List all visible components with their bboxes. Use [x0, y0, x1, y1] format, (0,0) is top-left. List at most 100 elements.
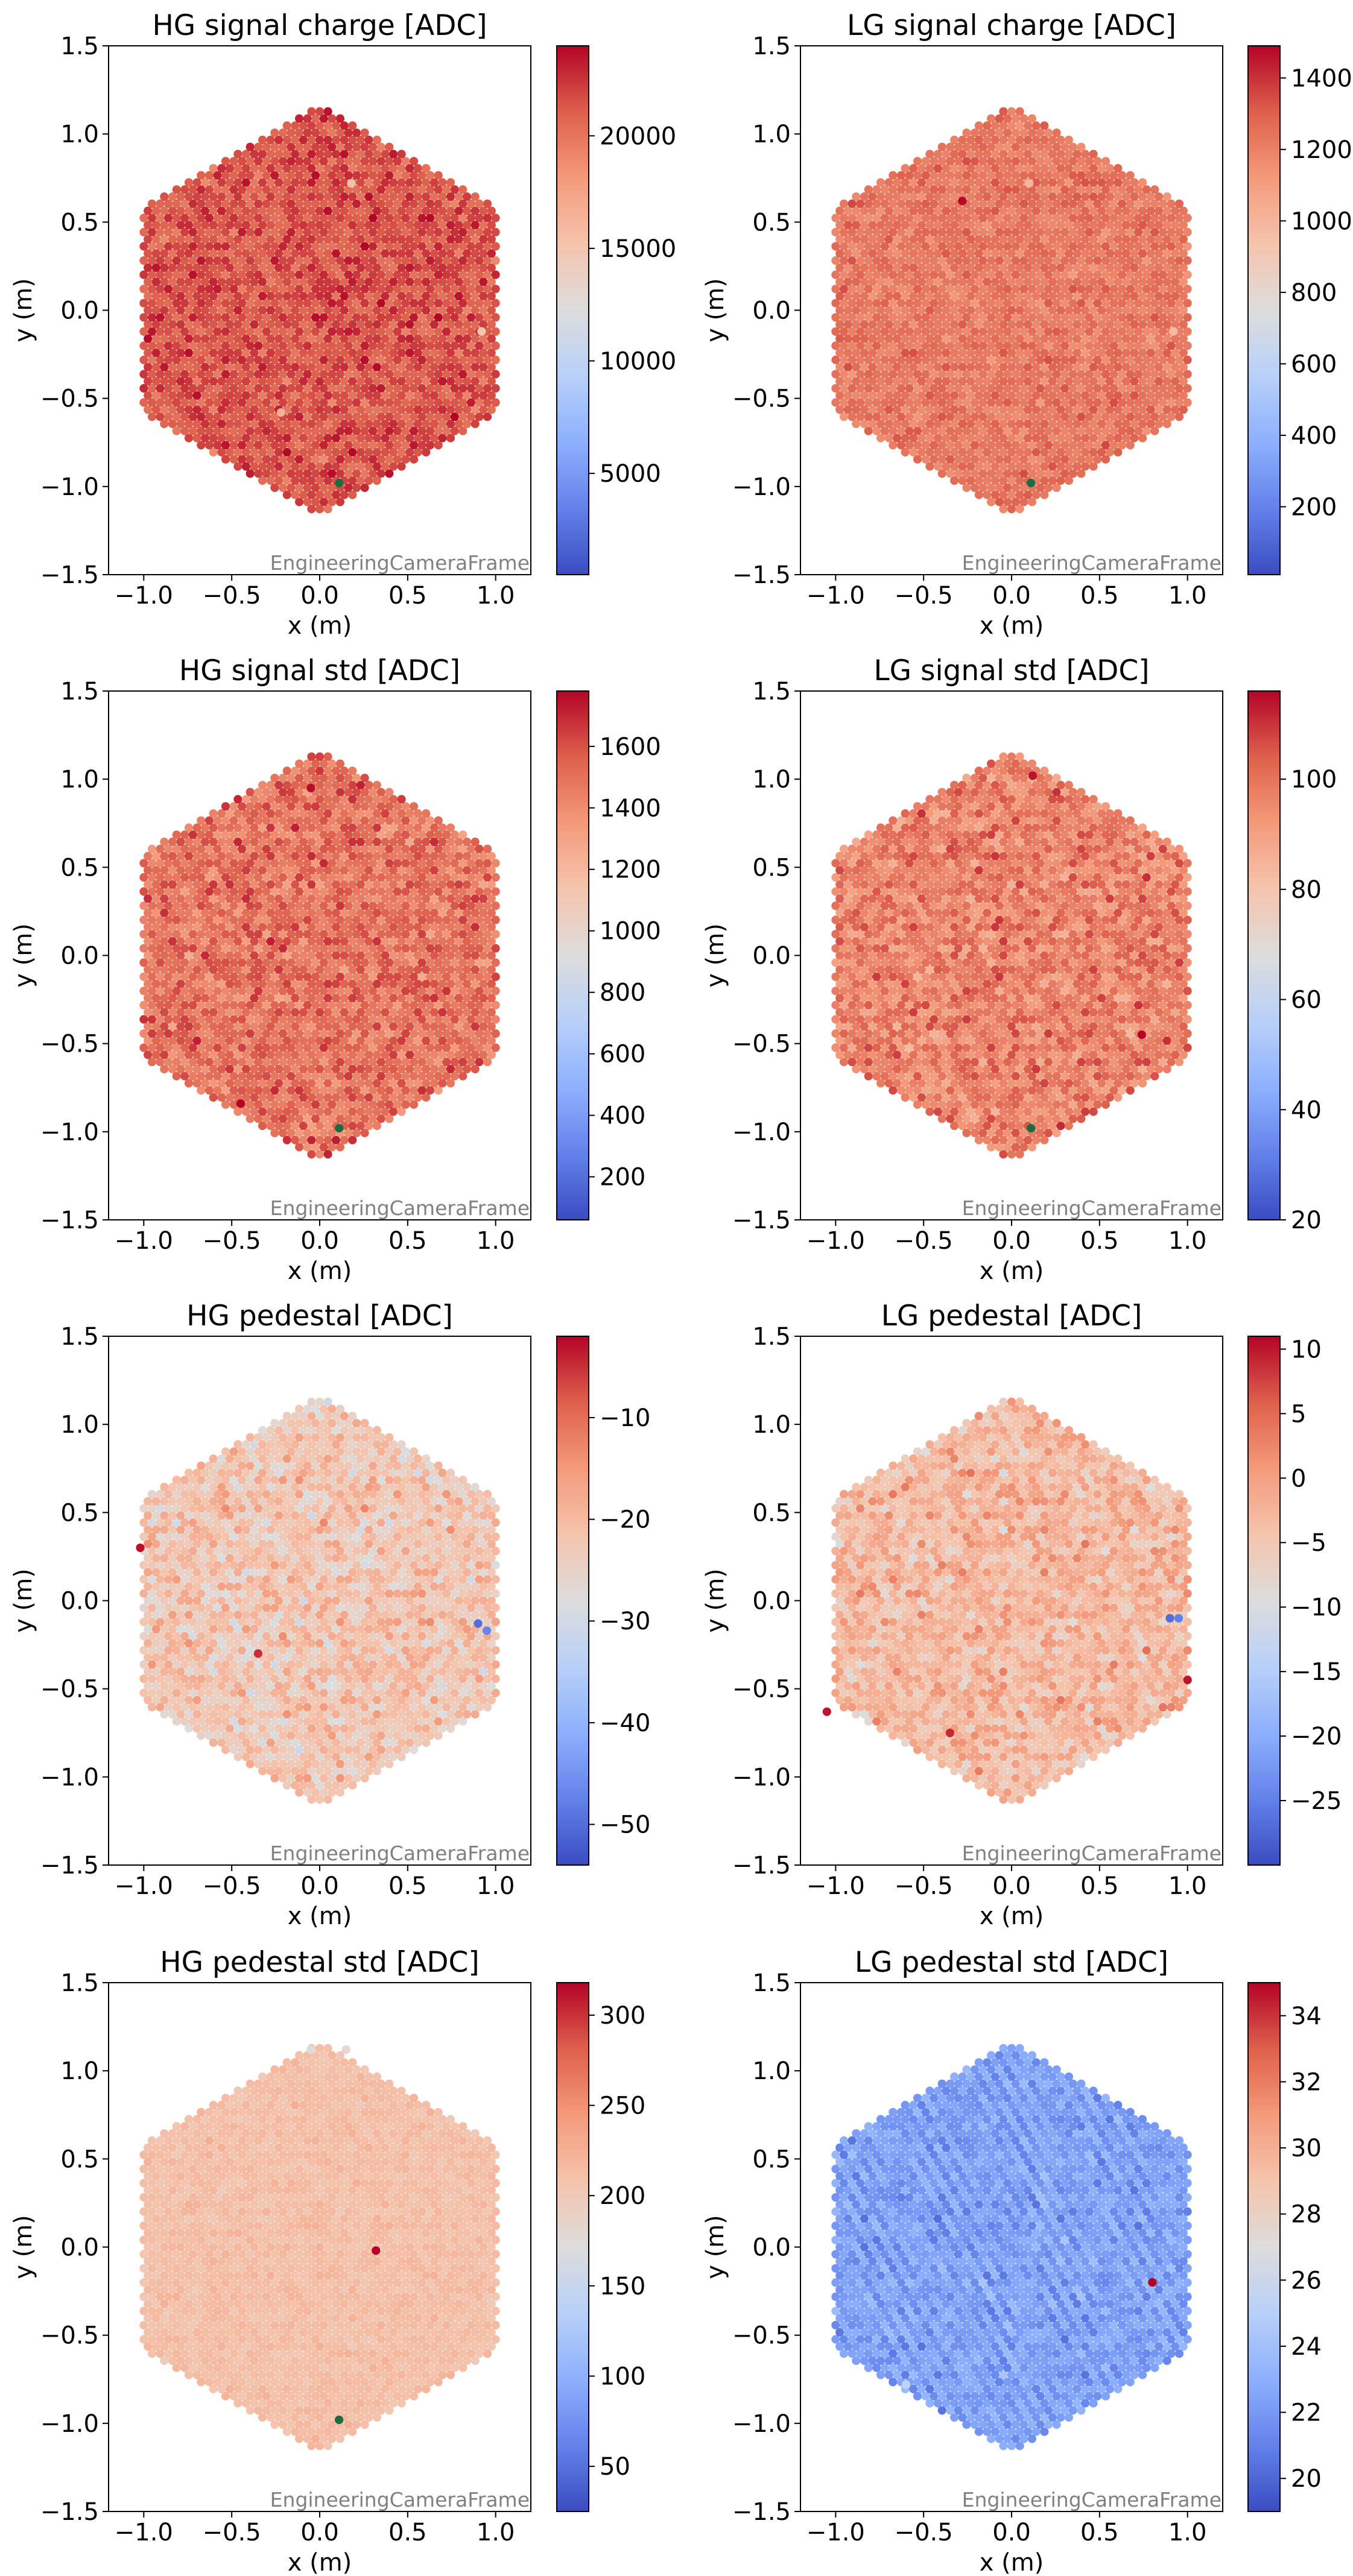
camera-pixel: [241, 334, 250, 343]
camera-pixel: [401, 441, 410, 450]
colorbar-tick-label: 400: [1291, 422, 1337, 450]
camera-pixel: [422, 164, 431, 173]
camera-pixel: [282, 349, 291, 358]
camera-pixel: [221, 355, 230, 365]
camera-pixel: [221, 412, 230, 421]
camera-pixel: [463, 362, 472, 371]
camera-pixel: [369, 426, 378, 435]
camera-pixel: [319, 469, 328, 478]
camera-pixel: [839, 199, 849, 208]
camera-pixel: [217, 306, 226, 315]
camera-pixel: [487, 306, 496, 315]
camera-pixel: [426, 398, 435, 407]
camera-pixel: [209, 320, 218, 329]
camera-pixel: [274, 377, 284, 386]
camera-pixel: [987, 114, 996, 123]
camera-pixel: [356, 320, 365, 329]
camera-pixel: [340, 349, 349, 358]
camera-pixel: [204, 355, 214, 365]
camera-pixel: [463, 320, 472, 329]
camera-pixel: [238, 355, 247, 365]
camera-pixel: [156, 313, 165, 322]
camera-pixel: [1126, 171, 1135, 180]
camera-pixel: [356, 362, 365, 371]
camera-pixel: [270, 441, 279, 450]
camera-pixel: [323, 377, 332, 386]
camera-pixel: [139, 341, 148, 350]
camera-pixel: [344, 370, 353, 379]
camera-pixel: [1015, 107, 1024, 116]
camera-pixel: [463, 334, 472, 343]
camera-pixel: [376, 441, 385, 450]
camera-pixel: [266, 447, 275, 457]
camera-pixel: [229, 355, 238, 365]
camera-pixel: [258, 306, 267, 315]
camera-pixel: [335, 114, 345, 123]
camera-pixel: [335, 412, 345, 421]
camera-pixel: [471, 334, 480, 343]
camera-pixel: [344, 298, 353, 308]
camera-pixel: [217, 419, 226, 429]
camera-pixel: [356, 419, 365, 429]
camera-pixel: [241, 462, 250, 471]
x-tick-label: 0.0: [300, 582, 339, 610]
camera-pixel: [188, 370, 197, 379]
camera-pixel: [335, 469, 345, 478]
camera-pixel: [483, 398, 492, 407]
camera-pixel: [282, 320, 291, 329]
camera-pixel: [442, 313, 451, 322]
camera-pixel: [299, 334, 308, 343]
y-axis-label: y (m): [702, 278, 729, 343]
camera-pixel: [335, 426, 345, 435]
camera-pixel: [233, 405, 242, 414]
camera-pixel: [328, 469, 337, 478]
camera-pixel: [147, 412, 157, 421]
x-axis-label: x (m): [288, 612, 352, 640]
camera-pixel: [311, 455, 320, 464]
camera-pixel: [422, 349, 431, 358]
camera-pixel: [197, 384, 206, 393]
camera-pixel: [344, 398, 353, 407]
camera-pixel: [974, 121, 983, 130]
camera-pixel: [332, 391, 341, 400]
camera-pixel: [184, 434, 194, 443]
camera-pixel: [372, 377, 382, 386]
camera-frame-label: EngineeringCameraFrame: [270, 551, 530, 575]
camera-pixel: [254, 441, 263, 450]
camera-pixel: [454, 362, 463, 371]
camera-pixel: [233, 291, 242, 301]
camera-pixel: [258, 391, 267, 400]
camera-pixel: [204, 370, 214, 379]
camera-pixel: [356, 349, 365, 358]
camera-pixel: [311, 355, 320, 365]
highlighted-pixel: [335, 478, 344, 488]
camera-pixel: [188, 384, 197, 393]
camera-pixel: [299, 362, 308, 371]
camera-pixel: [389, 419, 398, 429]
camera-pixel: [442, 327, 451, 336]
camera-pixel: [164, 370, 173, 379]
camera-pixel: [160, 320, 169, 329]
camera-pixel: [340, 320, 349, 329]
camera-pixel: [389, 306, 398, 315]
camera-pixel: [352, 341, 361, 350]
camera-pixel: [328, 384, 337, 393]
camera-pixel: [360, 355, 369, 365]
camera-pixel: [213, 355, 222, 365]
camera-pixel: [151, 362, 160, 371]
camera-pixel: [332, 320, 341, 329]
camera-pixel: [229, 441, 238, 450]
camera-pixel: [397, 306, 406, 315]
camera-pixel: [315, 377, 325, 386]
camera-pixel: [475, 298, 484, 308]
camera-pixel: [197, 370, 206, 379]
highlighted-pixel: [347, 178, 356, 188]
camera-pixel: [401, 341, 410, 350]
camera-pixel: [438, 419, 447, 429]
camera-pixel: [446, 377, 455, 386]
camera-pixel: [287, 469, 296, 478]
camera-pixel: [475, 313, 484, 322]
camera-pixel: [348, 320, 357, 329]
camera-pixel: [475, 412, 484, 421]
camera-pixel: [311, 313, 320, 322]
